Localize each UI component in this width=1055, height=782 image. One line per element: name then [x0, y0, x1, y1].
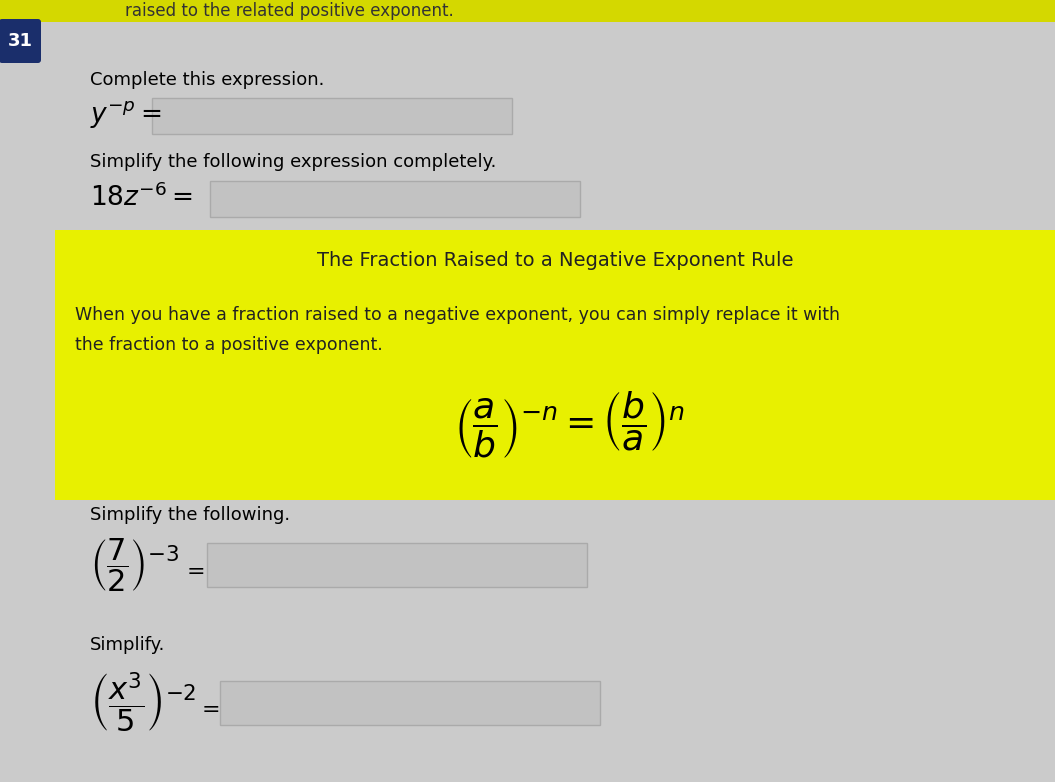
Text: $18z^{-6}=$: $18z^{-6}=$ [90, 184, 193, 212]
Text: $\left(\dfrac{x^3}{5}\right)^{-2}$: $\left(\dfrac{x^3}{5}\right)^{-2}$ [90, 671, 196, 735]
Text: Simplify the following.: Simplify the following. [90, 506, 290, 524]
Text: $\left(\dfrac{7}{2}\right)^{-3}$: $\left(\dfrac{7}{2}\right)^{-3}$ [90, 536, 179, 594]
Bar [210, 181, 580, 217]
Text: $\left(\dfrac{a}{b}\right)^{-n}=\left(\dfrac{b}{a}\right)^{n}$: $\left(\dfrac{a}{b}\right)^{-n}=\left(\d… [455, 389, 686, 461]
Text: Simplify.: Simplify. [90, 636, 166, 654]
Text: When you have a fraction raised to a negative exponent, you can simply replace i: When you have a fraction raised to a neg… [75, 306, 840, 324]
Text: $y^{-p}=$: $y^{-p}=$ [90, 99, 161, 131]
Bar [55, 230, 1055, 500]
FancyBboxPatch shape [0, 19, 41, 63]
Bar [152, 98, 512, 134]
Text: The Fraction Raised to a Negative Exponent Rule: The Fraction Raised to a Negative Expone… [316, 250, 793, 270]
Bar [220, 681, 600, 725]
Bar [0, 0, 1055, 22]
Text: Simplify the following expression completely.: Simplify the following expression comple… [90, 153, 496, 171]
Text: 31: 31 [7, 32, 33, 50]
Text: Complete this expression.: Complete this expression. [90, 71, 324, 89]
Text: $=$: $=$ [197, 698, 219, 718]
Bar [207, 543, 587, 587]
Text: raised to the related positive exponent.: raised to the related positive exponent. [124, 2, 454, 20]
Text: $=$: $=$ [183, 560, 205, 580]
Text: the fraction to a positive exponent.: the fraction to a positive exponent. [75, 336, 383, 354]
